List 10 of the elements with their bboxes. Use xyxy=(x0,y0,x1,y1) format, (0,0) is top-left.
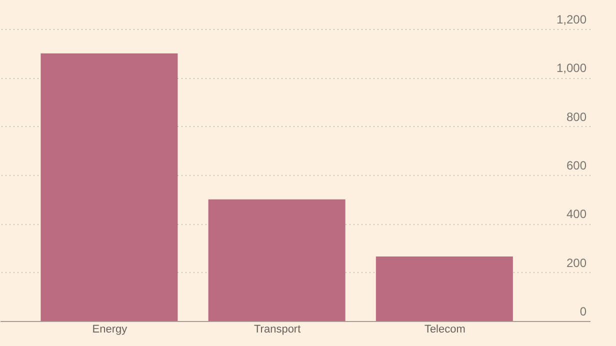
y-tick-label: 600 xyxy=(566,158,587,172)
y-tick-label: 800 xyxy=(566,110,587,124)
y-tick-label: 0 xyxy=(580,304,587,318)
y-tick-label: 200 xyxy=(566,256,587,270)
x-tick-label: Transport xyxy=(254,324,301,336)
y-tick-label: 1,200 xyxy=(556,12,587,26)
y-tick-label: 1,000 xyxy=(556,61,587,76)
x-tick-label: Telecom xyxy=(424,324,466,336)
x-tick-label: Energy xyxy=(92,324,128,336)
y-tick-label: 400 xyxy=(566,207,587,222)
